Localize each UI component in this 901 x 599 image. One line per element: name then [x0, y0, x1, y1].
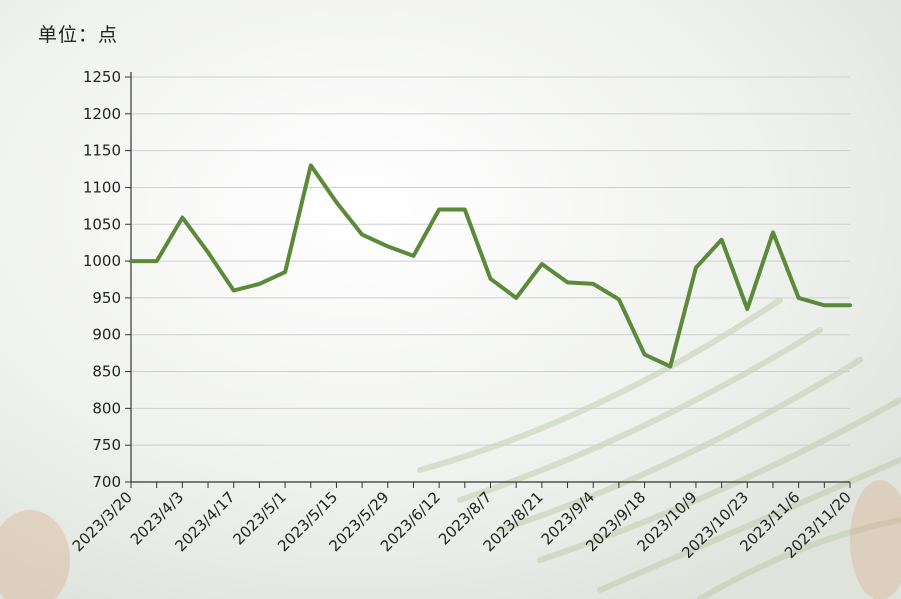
- y-axis: 700 750 800 850 900 950 1000 1050 1100 1150 1200 12…: [83, 68, 132, 491]
- unit-label: 单位：点: [38, 24, 119, 46]
- y-tick-label: 700: [92, 473, 121, 491]
- y-tick-label: 1100: [83, 178, 121, 196]
- series-group: [129, 163, 852, 369]
- y-tick-label: 850: [92, 363, 121, 381]
- y-tick-label: 900: [92, 326, 121, 344]
- y-tick-label: 1250: [83, 68, 121, 86]
- x-axis: 2023/3/202023/4/32023/4/172023/5/12023/5…: [69, 481, 855, 562]
- series-line: [129, 163, 852, 369]
- y-tick-label: 1150: [83, 142, 121, 160]
- y-tick-label: 800: [92, 399, 121, 417]
- x-tick-label: 2023/3/20: [69, 488, 136, 555]
- y-tick-label: 1000: [83, 252, 121, 270]
- y-tick-label: 1050: [83, 215, 121, 233]
- y-tick-label: 750: [92, 436, 121, 454]
- y-tick-label: 1200: [83, 105, 121, 123]
- y-tick-label: 950: [92, 289, 121, 307]
- grid-lines: [131, 76, 850, 446]
